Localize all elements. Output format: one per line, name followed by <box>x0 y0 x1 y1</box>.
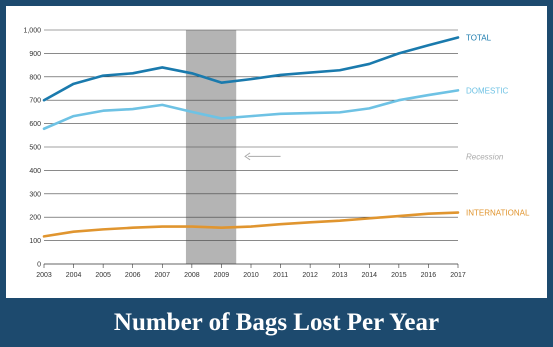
series-line-domestic <box>42 89 460 131</box>
line-chart: 0 100 200 300 400 500 600 700 800 900 1,000 2003 200… <box>23 28 530 280</box>
annotation-arrow-head <box>244 152 251 161</box>
x-tick-label: 2006 <box>125 272 141 279</box>
y-tick-label: 0 <box>37 262 41 269</box>
y-tick-label: 500 <box>29 145 41 152</box>
y-tick-label: 600 <box>29 121 41 128</box>
x-tick-label: 2010 <box>243 272 259 279</box>
x-tick-label: 2009 <box>214 272 230 279</box>
chart-caption: Number of Bags Lost Per Year <box>113 308 440 336</box>
x-tick-label: 2004 <box>66 272 82 279</box>
series-line-international <box>42 211 460 238</box>
x-tick-label: 2015 <box>391 272 407 279</box>
x-tick-label: 2011 <box>273 272 288 279</box>
y-tick-label: 400 <box>29 168 41 175</box>
x-tick-label: 2012 <box>302 272 318 279</box>
y-tick-label: 200 <box>29 215 41 222</box>
y-tick-label: 300 <box>29 191 41 198</box>
series-label-total: TOTAL <box>466 33 492 42</box>
x-tick-label: 2005 <box>95 272 111 279</box>
y-tick-label: 700 <box>29 98 41 105</box>
y-tick-label: 100 <box>29 238 41 245</box>
chart-panel: 0 100 200 300 400 500 600 700 800 900 1,000 2003 200… <box>6 6 547 298</box>
series-label-international: INTERNATIONAL <box>466 209 530 218</box>
annotation-recession: Recession <box>466 152 504 161</box>
x-tick-label: 2008 <box>184 272 200 279</box>
x-tick-label: 2017 <box>450 272 466 279</box>
y-tick-label: 800 <box>29 74 41 81</box>
x-tick-label: 2014 <box>361 272 377 279</box>
x-tick-label: 2003 <box>36 272 52 279</box>
x-tick-label: 2007 <box>154 272 170 279</box>
x-tick-label: 2013 <box>332 272 348 279</box>
y-tick-label: 900 <box>29 51 41 58</box>
series-line-total <box>42 36 460 102</box>
series-label-domestic: DOMESTIC <box>466 86 508 95</box>
x-tick-label: 2016 <box>421 272 437 279</box>
chart-frame: 0 100 200 300 400 500 600 700 800 900 1,000 2003 200… <box>6 6 547 341</box>
y-tick-label: 1,000 <box>23 28 41 35</box>
